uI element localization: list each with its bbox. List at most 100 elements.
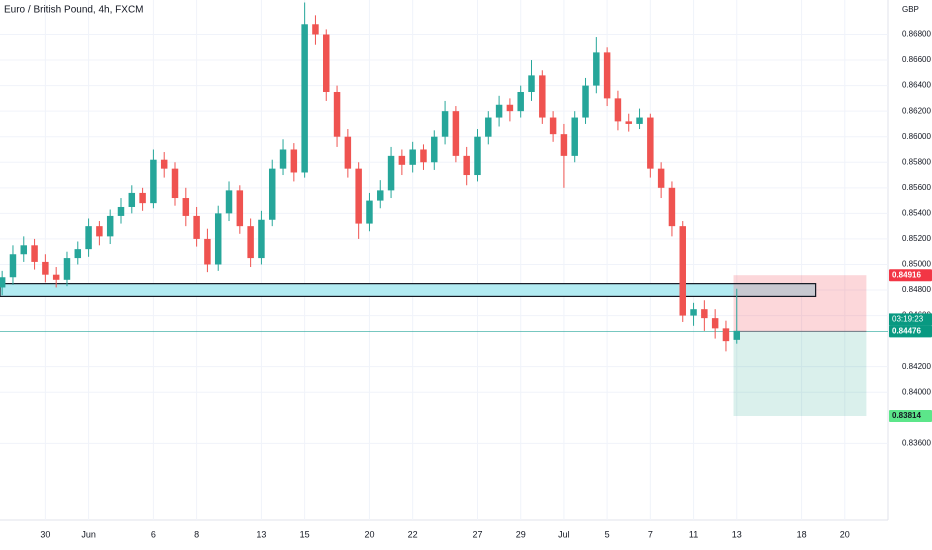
candle-body	[106, 215, 114, 237]
x-tick-label: 20	[364, 529, 374, 539]
y-tick-label: 0.84200	[902, 362, 931, 371]
x-tick-label: 6	[151, 529, 156, 539]
candle-body	[657, 168, 665, 188]
target-badge	[889, 410, 932, 422]
candle-body	[20, 245, 28, 255]
y-tick-label: 0.85200	[902, 234, 931, 243]
y-tick-label: 0.85600	[902, 183, 931, 192]
candle-body	[9, 254, 17, 278]
candle-body	[506, 104, 514, 112]
candle-body	[614, 98, 622, 122]
candle-body	[377, 190, 384, 201]
candle-body	[722, 328, 730, 342]
candle-body	[52, 274, 60, 280]
stop-badge	[889, 269, 932, 282]
candle-body	[96, 226, 103, 237]
candle-body	[528, 75, 535, 92]
zone-gray	[733, 283, 816, 297]
candle-body	[236, 190, 244, 227]
candle-body	[495, 104, 503, 118]
y-tick-label: 0.85800	[902, 157, 931, 166]
candle-body	[85, 226, 92, 250]
candle-body	[679, 226, 686, 316]
entry-badge	[889, 325, 932, 338]
candle-body	[668, 187, 676, 227]
target-badge-label: 0.83814	[892, 411, 921, 420]
candle-body	[312, 24, 319, 35]
candle-body	[279, 149, 287, 169]
y-tick-label: 0.85400	[902, 208, 931, 217]
x-tick-label: 13	[732, 529, 742, 539]
currency-label: GBP	[902, 5, 919, 14]
candle-body	[560, 134, 568, 156]
candle-body	[117, 206, 125, 216]
candle-body	[593, 52, 600, 86]
y-tick-label: 0.84000	[902, 387, 931, 396]
overlay	[0, 275, 888, 416]
candle-body	[625, 121, 632, 124]
x-tick-label: 30	[40, 529, 50, 539]
x-tick-label: 29	[516, 529, 526, 539]
y-tick-label: 0.86000	[902, 132, 931, 141]
zone	[0, 283, 734, 297]
candle-body	[517, 91, 524, 112]
x-tick-label: 27	[472, 529, 482, 539]
candle-body	[701, 309, 708, 319]
candles	[0, 2, 740, 352]
candle-body	[268, 168, 276, 220]
candle-body	[733, 330, 740, 340]
candle-body	[204, 238, 211, 265]
candle-body	[463, 155, 470, 176]
y-tick-label: 0.86400	[902, 81, 931, 90]
candle-body	[31, 245, 38, 262]
candle-body	[355, 168, 362, 224]
x-tick-label: 20	[840, 529, 850, 539]
x-tick-label: 11	[689, 529, 698, 539]
candle-body	[366, 200, 373, 224]
candle-body	[711, 318, 719, 329]
candle-body	[539, 75, 546, 118]
candle-body	[431, 136, 438, 163]
countdown-label: 03:19:23	[892, 315, 924, 324]
y-tick-label: 0.86800	[902, 30, 931, 39]
candle-body	[690, 309, 697, 316]
candle-body	[139, 192, 146, 204]
candle-body	[128, 192, 136, 207]
candle-body	[247, 226, 254, 259]
candle-body	[42, 261, 49, 275]
candle-body	[387, 155, 395, 191]
candle-body	[214, 213, 222, 265]
entry-badge-label: 0.84476	[892, 327, 921, 336]
candle-body	[571, 117, 578, 156]
x-tick-label: Jun	[81, 529, 96, 539]
candle-body	[398, 155, 406, 165]
y-tick-label: 0.83600	[902, 438, 931, 447]
candle-body	[420, 149, 427, 163]
x-tick-label: 13	[256, 529, 266, 539]
candle-body	[409, 149, 416, 165]
candle-body	[258, 219, 265, 259]
candle-body	[647, 117, 654, 169]
chart-title: Euro / British Pound, 4h, FXCM	[4, 5, 144, 16]
stop-badge-label: 0.84916	[892, 270, 921, 279]
x-tick-label: 22	[408, 529, 418, 539]
y-tick-label: 0.85000	[902, 260, 931, 269]
candle-body	[150, 159, 157, 204]
x-tick-label: 5	[605, 529, 610, 539]
candle-body	[582, 85, 589, 118]
candle-body	[452, 111, 460, 156]
candle-body	[74, 249, 82, 259]
candle-body	[441, 111, 449, 137]
zone-outline	[0, 283, 817, 298]
candle-body	[485, 117, 492, 137]
candle-body	[333, 91, 341, 137]
candle-body	[182, 198, 190, 216]
countdown-badge	[889, 313, 932, 326]
candle-body	[160, 159, 168, 169]
candle-body	[603, 52, 611, 99]
y-tick-label: 0.86200	[902, 106, 931, 115]
x-tick-label: Jul	[558, 529, 570, 539]
y-tick-label: 0.86600	[902, 55, 931, 64]
x-tick-label: 18	[797, 529, 807, 539]
candle-body	[193, 215, 200, 239]
